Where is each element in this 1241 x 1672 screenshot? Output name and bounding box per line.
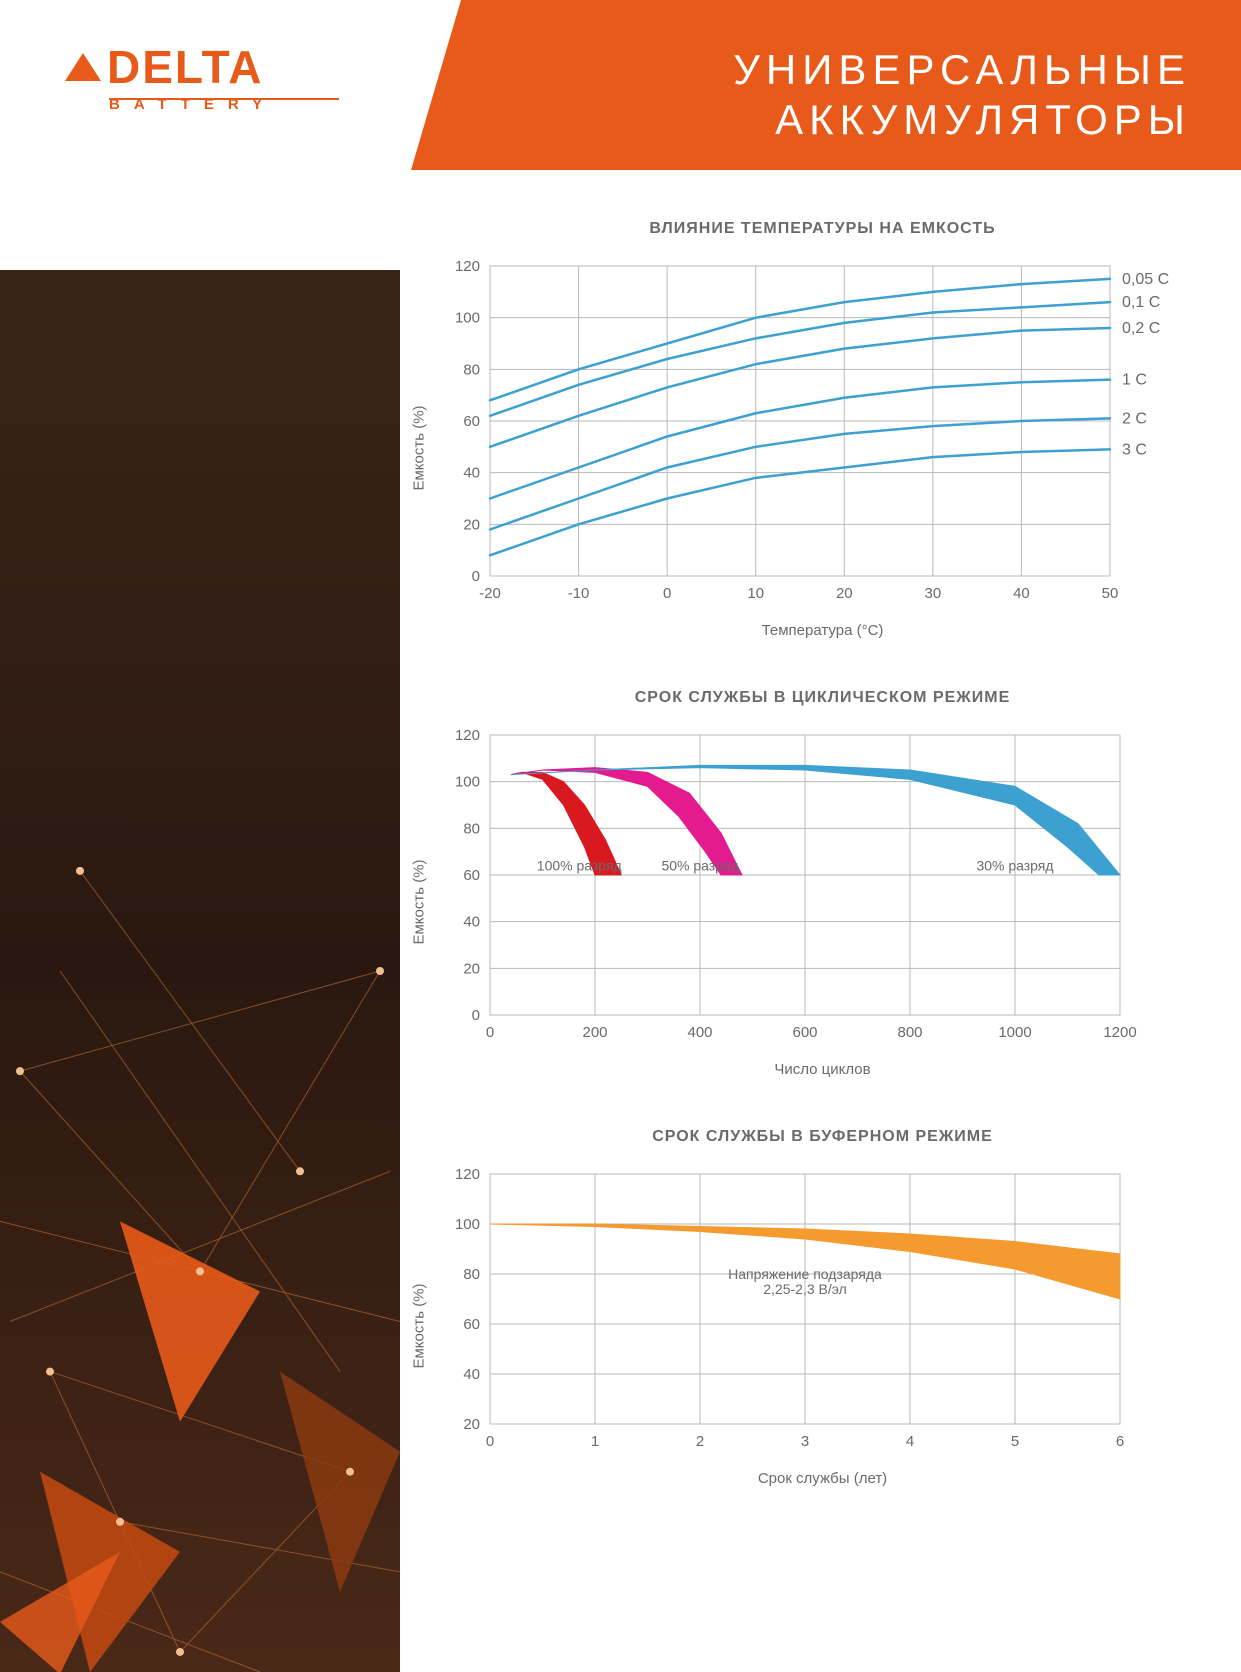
svg-text:2: 2 [696, 1433, 704, 1450]
svg-text:60: 60 [463, 413, 480, 430]
decorative-sidebar: DTM [0, 270, 400, 1672]
svg-text:80: 80 [463, 361, 480, 378]
chart2-xlabel: Число циклов [435, 1061, 1210, 1078]
svg-text:0: 0 [663, 585, 671, 602]
svg-text:40: 40 [463, 1366, 480, 1383]
svg-text:100: 100 [455, 310, 480, 327]
svg-text:40: 40 [463, 465, 480, 482]
chart3-ylabel: Емкость (%) [411, 1283, 428, 1368]
chart1-xlabel: Температура (°С) [435, 622, 1210, 639]
chart1-ylabel: Емкость (%) [411, 405, 428, 490]
brand-subtitle: BATTERY [109, 96, 345, 113]
svg-text:60: 60 [463, 867, 480, 884]
chart3-svg: 20 40 60 80 100 120 0 1 2 3 4 5 6 Напряжение подзаряд… [435, 1164, 1155, 1464]
svg-text:2,25-2,3 В/эл: 2,25-2,3 В/эл [763, 1281, 847, 1297]
brand-name: DELTA [107, 40, 264, 94]
svg-text:20: 20 [463, 1416, 480, 1433]
chart2-title: СРОК СЛУЖБЫ В ЦИКЛИЧЕСКОМ РЕЖИМЕ [435, 689, 1210, 707]
chart2-block: СРОК СЛУЖБЫ В ЦИКЛИЧЕСКОМ РЕЖИМЕ Емкость… [435, 689, 1210, 1078]
chart2-ylabel: Емкость (%) [411, 859, 428, 944]
svg-text:400: 400 [687, 1024, 712, 1041]
svg-text:0: 0 [472, 1007, 480, 1024]
svg-text:-20: -20 [479, 585, 501, 602]
svg-text:-10: -10 [568, 585, 590, 602]
svg-text:0: 0 [472, 568, 480, 585]
svg-text:0,2 C: 0,2 C [1122, 320, 1160, 337]
chart1-block: ВЛИЯНИЕ ТЕМПЕРАТУРЫ НА ЕМКОСТЬ Емкость (… [435, 220, 1210, 639]
charts-column: ВЛИЯНИЕ ТЕМПЕРАТУРЫ НА ЕМКОСТЬ Емкость (… [435, 220, 1210, 1537]
chart3-block: СРОК СЛУЖБЫ В БУФЕРНОМ РЕЖИМЕ Емкость (%… [435, 1128, 1210, 1487]
svg-text:3: 3 [801, 1433, 809, 1450]
svg-text:20: 20 [463, 960, 480, 977]
svg-text:60: 60 [463, 1316, 480, 1333]
svg-text:200: 200 [582, 1024, 607, 1041]
svg-text:Напряжение подзаряда: Напряжение подзаряда [728, 1266, 882, 1282]
svg-text:0: 0 [486, 1024, 494, 1041]
chart3-xlabel: Срок службы (лет) [435, 1470, 1210, 1487]
header-title-line2: АККУМУЛЯТОРЫ [431, 95, 1191, 145]
svg-text:100: 100 [455, 1216, 480, 1233]
svg-text:0,1 C: 0,1 C [1122, 294, 1160, 311]
chart2-svg: 020406080100120020040060080010001200100%… [435, 725, 1155, 1055]
svg-text:4: 4 [906, 1433, 914, 1450]
svg-text:30% разряд: 30% разряд [976, 857, 1053, 873]
svg-text:800: 800 [897, 1024, 922, 1041]
svg-text:120: 120 [455, 258, 480, 275]
header-title: УНИВЕРСАЛЬНЫЕ АККУМУЛЯТОРЫ [431, 45, 1191, 146]
svg-text:1: 1 [591, 1433, 599, 1450]
chart3-title: СРОК СЛУЖБЫ В БУФЕРНОМ РЕЖИМЕ [435, 1128, 1210, 1146]
svg-text:3 C: 3 C [1122, 441, 1147, 458]
svg-text:50% разряд: 50% разряд [661, 857, 738, 873]
chart1-svg: 0 20 40 60 80 100 120 -20 -10 0 10 20 30 40 50 0,05 C 0,… [435, 256, 1210, 616]
svg-text:80: 80 [463, 1266, 480, 1283]
svg-text:10: 10 [747, 585, 764, 602]
svg-text:20: 20 [836, 585, 853, 602]
svg-text:20: 20 [463, 516, 480, 533]
svg-text:80: 80 [463, 820, 480, 837]
svg-text:100: 100 [455, 774, 480, 791]
svg-text:600: 600 [792, 1024, 817, 1041]
svg-text:2 C: 2 C [1122, 410, 1147, 427]
svg-text:120: 120 [455, 1166, 480, 1183]
svg-text:120: 120 [455, 727, 480, 744]
svg-text:0,05 C: 0,05 C [1122, 271, 1169, 288]
svg-text:6: 6 [1116, 1433, 1124, 1450]
header-title-line1: УНИВЕРСАЛЬНЫЕ [431, 45, 1191, 95]
svg-text:30: 30 [925, 585, 942, 602]
chart1-title: ВЛИЯНИЕ ТЕМПЕРАТУРЫ НА ЕМКОСТЬ [435, 220, 1210, 238]
brand-logo: DELTA BATTERY [65, 40, 345, 113]
svg-text:1200: 1200 [1103, 1024, 1136, 1041]
geometric-pattern [0, 270, 400, 1672]
svg-text:5: 5 [1011, 1433, 1019, 1450]
svg-text:1 C: 1 C [1122, 372, 1147, 389]
delta-triangle-icon [65, 53, 101, 81]
svg-text:1000: 1000 [998, 1024, 1031, 1041]
svg-text:50: 50 [1102, 585, 1119, 602]
svg-text:100% разряд: 100% разряд [537, 857, 622, 873]
svg-text:40: 40 [463, 914, 480, 931]
svg-text:40: 40 [1013, 585, 1030, 602]
svg-text:0: 0 [486, 1433, 494, 1450]
